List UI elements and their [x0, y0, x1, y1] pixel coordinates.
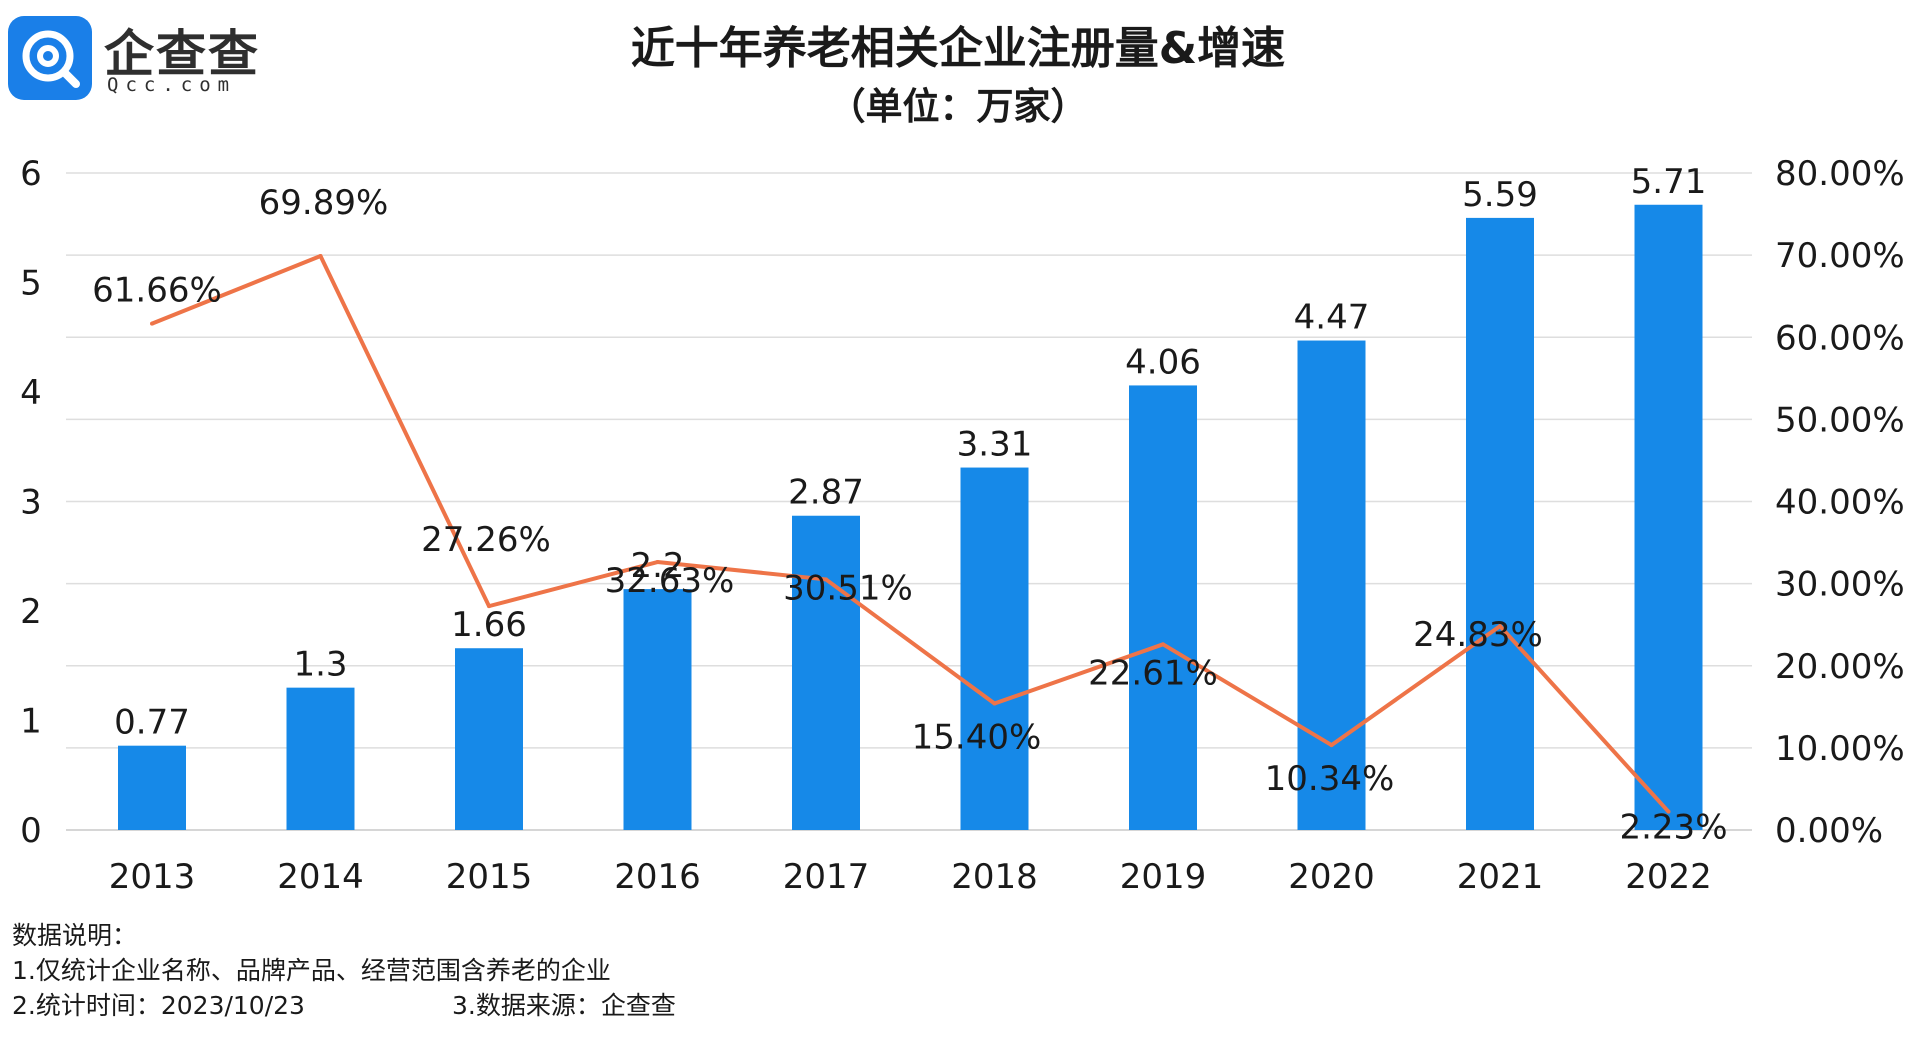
left-axis-tick-label: 6 — [20, 154, 42, 194]
bar — [1297, 340, 1366, 830]
x-axis-tick-label: 2021 — [1457, 857, 1544, 897]
bar — [455, 648, 523, 830]
right-axis-tick-label: 70.00% — [1775, 236, 1905, 276]
growth-point — [1161, 642, 1165, 647]
logo-name: 企查查 — [104, 25, 260, 83]
left-axis-ticks: 0 1 2 3 4 5 6 — [20, 154, 42, 851]
x-axis-tick-label: 2016 — [614, 857, 701, 897]
chart-title: 近十年养老相关企业注册量&增速 — [630, 23, 1286, 74]
left-axis-tick-label: 4 — [20, 373, 42, 413]
notes-source: 3.数据来源：企查查 — [452, 991, 676, 1020]
notes-time: 2.统计时间：2023/10/23 — [12, 991, 305, 1020]
bar — [1129, 385, 1197, 830]
x-axis-tick-label: 2015 — [446, 857, 533, 897]
left-axis-tick-label: 3 — [20, 483, 42, 523]
x-axis-tick-label: 2020 — [1288, 857, 1375, 897]
bar-value-label: 3.31 — [957, 425, 1033, 465]
right-axis-tick-label: 40.00% — [1775, 483, 1905, 523]
x-axis-tick-label: 2013 — [109, 857, 196, 897]
growth-value-label: 30.51% — [783, 568, 913, 608]
growth-value-labels: 61.66% 69.89% 27.26% 32.63% 30.51% 15.40% 22.6… — [92, 183, 1727, 848]
bar-value-label: 1.66 — [451, 605, 527, 645]
bar — [1466, 217, 1534, 830]
right-axis-ticks: 0.00% 10.00% 20.00% 30.00% 40.00% 50.00% 60.00… — [1775, 154, 1905, 851]
x-axis-tick-label: 2022 — [1625, 857, 1712, 897]
notes-scope: 1.仅统计企业名称、品牌产品、经营范围含养老的企业 — [12, 956, 611, 985]
right-axis-tick-label: 30.00% — [1775, 565, 1905, 605]
bar-value-label: 1.3 — [293, 645, 347, 685]
growth-line-series — [150, 254, 1671, 814]
bar — [118, 745, 186, 830]
growth-point — [150, 321, 154, 326]
growth-value-label: 69.89% — [259, 183, 389, 223]
right-axis-tick-label: 80.00% — [1775, 154, 1905, 194]
growth-point — [655, 560, 660, 565]
right-axis-tick-label: 0.00% — [1775, 811, 1883, 851]
growth-point — [1498, 624, 1502, 629]
right-axis-tick-label: 60.00% — [1775, 318, 1905, 358]
right-axis-tick-label: 50.00% — [1775, 400, 1905, 440]
growth-point — [824, 577, 828, 582]
growth-value-label: 24.83% — [1413, 615, 1543, 655]
bar-value-label: 4.47 — [1294, 298, 1370, 338]
growth-value-label: 61.66% — [92, 271, 222, 311]
growth-point — [1666, 809, 1671, 814]
bar — [623, 589, 692, 830]
left-axis-tick-label: 5 — [20, 264, 42, 304]
growth-point — [487, 604, 491, 609]
x-axis-tick-label: 2017 — [783, 857, 870, 897]
bar — [1634, 204, 1703, 830]
x-axis-tick-label: 2018 — [951, 857, 1038, 897]
growth-value-label: 2.23% — [1619, 808, 1727, 848]
left-axis-tick-label: 0 — [20, 811, 42, 851]
bar-value-label: 2.2 — [630, 546, 684, 586]
growth-value-label: 15.40% — [912, 718, 1042, 758]
qcc-logo-icon — [8, 16, 92, 100]
growth-point — [1329, 743, 1334, 748]
notes-heading: 数据说明： — [12, 921, 138, 950]
bar-value-label: 5.59 — [1462, 175, 1538, 215]
x-axis-ticks: 2013 2014 2015 2016 2017 2018 2019 2020 2021 2022 — [109, 857, 1712, 897]
logo-domain: Qcc.com — [107, 74, 237, 96]
bar — [286, 687, 355, 830]
notes-time-source: 2.统计时间：2023/10/23 3.数据来源：企查查 — [12, 988, 676, 1023]
growth-value-label: 10.34% — [1265, 759, 1395, 799]
right-axis-tick-label: 20.00% — [1775, 647, 1905, 687]
bar-value-labels: 0.77 1.3 1.66 2.2 2.87 3.31 4.06 4.47 5.59 5.71 — [114, 162, 1706, 743]
bar — [960, 467, 1029, 830]
growth-point — [992, 701, 997, 706]
right-axis-tick-label: 10.00% — [1775, 729, 1905, 769]
left-axis-tick-label: 2 — [20, 592, 42, 632]
bar-series — [118, 204, 1703, 830]
chart-subtitle: （单位：万家） — [828, 85, 1088, 128]
growth-line — [151, 254, 1670, 814]
bar-value-label: 0.77 — [114, 703, 190, 743]
bar-value-label: 5.71 — [1631, 162, 1707, 202]
logo: 企查查 Qcc.com — [8, 16, 298, 100]
x-axis-tick-label: 2014 — [277, 857, 364, 897]
combo-chart: 0 1 2 3 4 5 6 0.00% 10.00% 20.00% 30.00% 40.00% 50.… — [20, 154, 1905, 897]
data-notes: 数据说明： 1.仅统计企业名称、品牌产品、经营范围含养老的企业 2.统计时间：2… — [12, 918, 676, 1023]
bar-value-label: 4.06 — [1125, 342, 1201, 382]
growth-point — [318, 254, 323, 259]
x-axis-tick-label: 2019 — [1120, 857, 1207, 897]
growth-value-label: 32.63% — [605, 561, 735, 601]
growth-value-label: 22.61% — [1088, 653, 1218, 693]
bar-value-label: 2.87 — [788, 473, 864, 513]
bar — [792, 515, 860, 830]
left-axis-tick-label: 1 — [20, 702, 42, 742]
growth-value-label: 27.26% — [421, 520, 551, 560]
